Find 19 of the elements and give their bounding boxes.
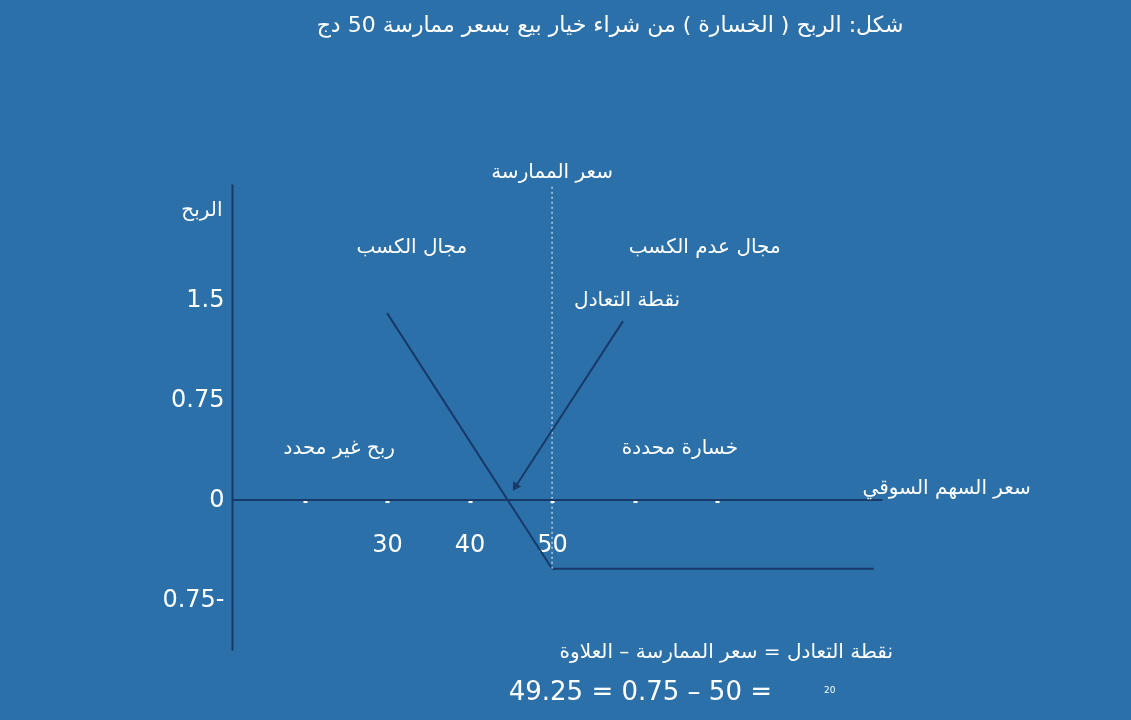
annotation: مجال الكسب xyxy=(356,233,468,258)
y-tick-label: 0.75 xyxy=(171,385,225,414)
x-axis-title: سعر السهم السوقي xyxy=(862,475,1031,501)
x-tick-label: 50 xyxy=(537,530,568,559)
text: 49.25 = 0.75 – 50 = xyxy=(508,676,772,706)
chart-title: شكل: الربح ( الخسارة ) من شراء خيار بيع بسعر ممارسة 50 دج xyxy=(316,12,904,38)
annotation: مجال عدم الكسب xyxy=(628,233,781,258)
text: 20 xyxy=(824,685,836,695)
ref-line-label: سعر الممارسة xyxy=(491,159,613,183)
y-tick-label: 1.5 xyxy=(186,285,225,314)
annotation: نقطة التعادل xyxy=(574,286,681,311)
x-tick-label: 40 xyxy=(454,530,486,559)
annotation: خسارة محددة xyxy=(621,434,739,459)
y-tick-label: 0 xyxy=(209,485,225,514)
y-tick-label: 0.75- xyxy=(162,584,225,613)
annotation: ربح غير محدد xyxy=(283,434,395,459)
y-axis-title: الربح xyxy=(181,196,223,221)
x-tick-label: 30 xyxy=(372,530,403,559)
annotation: نقطة التعادل = سعر الممارسة – العلاوة xyxy=(559,639,893,663)
